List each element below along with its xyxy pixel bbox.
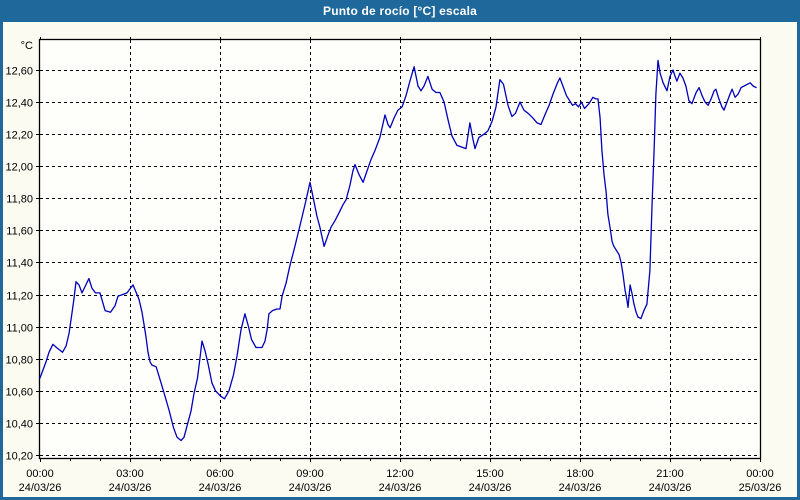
x-tick-date-label: 24/03/26 [199,482,242,494]
y-tick-label: 10,60 [5,387,33,399]
x-tick-time-label: 18:00 [566,468,594,480]
x-tick-date-label: 24/03/26 [649,482,692,494]
x-tick-date-label: 24/03/26 [559,482,602,494]
y-tick-label: 11,20 [6,291,33,303]
y-tick-label: 10,40 [5,419,33,431]
y-tick-label: 11,40 [6,258,33,270]
x-tick-date-label: 24/03/26 [289,482,332,494]
x-tick-date-label: 24/03/26 [109,482,152,494]
chart-title: Punto de rocío [°C] escala [322,4,478,18]
x-tick-time-label: 06:00 [206,468,234,480]
y-tick-label: 10,20 [5,451,33,463]
x-tick-time-label: 12:00 [386,468,414,480]
y-axis-unit-label: °C [21,40,33,52]
x-tick-time-label: 00:00 [746,468,774,480]
y-tick-label: 12,60 [5,66,33,78]
y-tick-label: 11,00 [6,323,33,335]
y-tick-label: 12,00 [5,162,33,174]
x-tick-date-label: 24/03/26 [379,482,422,494]
x-tick-time-label: 09:00 [296,468,324,480]
x-tick-date-label: 25/03/26 [739,482,782,494]
x-tick-time-label: 00:00 [26,468,54,480]
x-tick-time-label: 21:00 [656,468,684,480]
y-tick-label: 12,20 [5,130,33,142]
y-tick-label: 12,40 [5,98,33,110]
title-bar: Punto de rocío [°C] escala [0,0,800,22]
y-tick-label: 10,80 [5,355,33,367]
y-tick-label: 11,60 [6,226,33,238]
dewpoint-series-line [39,59,757,442]
x-tick-date-label: 24/03/26 [469,482,512,494]
y-tick-label: 11,80 [6,194,33,206]
x-tick-time-label: 15:00 [476,468,504,480]
x-tick-date-label: 24/03/26 [19,482,62,494]
plot-border [38,38,762,460]
x-tick-time-label: 03:00 [116,468,144,480]
